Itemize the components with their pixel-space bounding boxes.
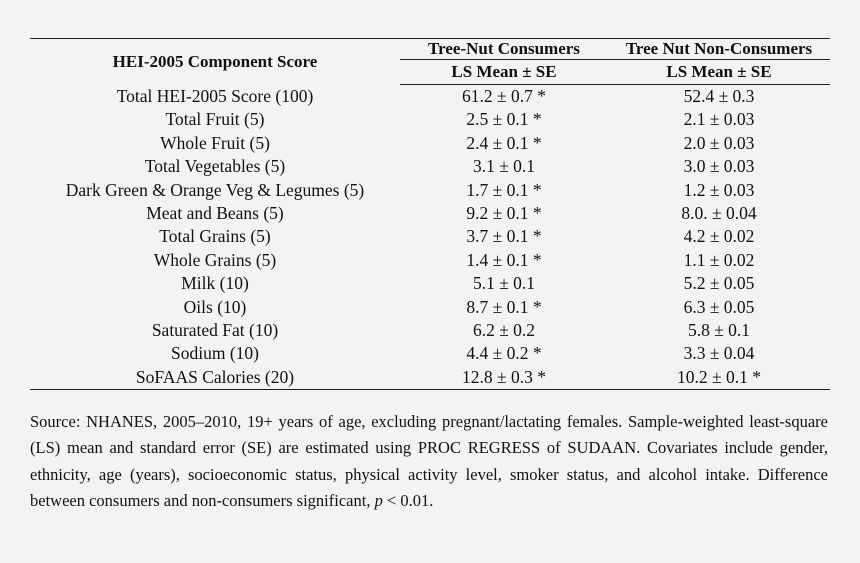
consumers-value: 1.4 ± 0.1 * (466, 249, 542, 270)
consumers-value: 1.7 ± 0.1 * (466, 179, 542, 200)
table-row: Whole Grains (5) 1.4 ± 0.1 * 1.1 ± 0.02 (30, 249, 830, 272)
consumers-value: 8.7 ± 0.1 * (466, 296, 542, 317)
table-row: Dark Green & Orange Veg & Legumes (5) 1.7… (30, 179, 830, 202)
non-consumers-value: 1.1 ± 0.02 (683, 249, 755, 270)
consumers-value: 3.1 ± 0.1 (472, 156, 536, 177)
consumers-value: 2.4 ± 0.1 * (466, 132, 542, 153)
consumers-value: 2.5 ± 0.1 * (466, 109, 542, 130)
table-body: Total HEI-2005 Score (100) 61.2 ± 0.7 * 52… (30, 85, 830, 391)
row-label: Total HEI-2005 Score (100) (116, 85, 314, 106)
column-group-consumers: Tree-Nut Consumers (400, 38, 608, 60)
non-consumers-value: 10.2 ± 0.1 * (608, 365, 830, 391)
non-consumers-value: 8.0. ± 0.04 (681, 203, 757, 224)
non-consumers-value: 5.8 ± 0.1 (687, 320, 751, 341)
column-sub-consumers: LS Mean ± SE (400, 59, 608, 85)
column-group-non-consumers: Tree Nut Non-Consumers (608, 38, 830, 60)
row-label: Total Fruit (5) (165, 109, 265, 130)
consumers-value: 3.7 ± 0.1 * (466, 226, 542, 247)
consumers-value: 5.1 ± 0.1 (472, 273, 536, 294)
non-consumers-value: 6.3 ± 0.05 (683, 296, 755, 317)
row-label: Sodium (10) (171, 343, 259, 364)
table-row: Whole Fruit (5) 2.4 ± 0.1 * 2.0 ± 0.03 (30, 132, 830, 155)
table-row: Oils (10) 8.7 ± 0.1 * 6.3 ± 0.05 (30, 296, 830, 319)
note-text-end: < 0.01. (382, 491, 434, 510)
row-label: Total Vegetables (5) (144, 156, 286, 177)
non-consumers-value: 3.3 ± 0.04 (683, 343, 755, 364)
table-row: Total HEI-2005 Score (100) 61.2 ± 0.7 * 52… (30, 85, 830, 109)
row-label: Saturated Fat (10) (151, 320, 279, 341)
table-header-row: HEI-2005 Component Score Tree-Nut Consum… (30, 38, 830, 85)
table-subheader-row: LS Mean ± SE LS Mean ± SE (30, 59, 830, 85)
table-row: Milk (10) 5.1 ± 0.1 5.2 ± 0.05 (30, 272, 830, 295)
non-consumers-value: 5.2 ± 0.05 (683, 273, 755, 294)
row-label: SoFAAS Calories (20) (30, 365, 400, 391)
table-row: Meat and Beans (5) 9.2 ± 0.1 * 8.0. ± 0.04 (30, 202, 830, 225)
non-consumers-value: 2.1 ± 0.03 (683, 109, 755, 130)
non-consumers-value: 52.4 ± 0.3 (683, 86, 755, 106)
non-consumers-value: 3.0 ± 0.03 (683, 156, 755, 177)
consumers-value: 6.2 ± 0.2 (472, 320, 536, 341)
column-sub-non-consumers: LS Mean ± SE (608, 59, 830, 85)
row-label: Meat and Beans (5) (146, 203, 284, 224)
row-label: Oils (10) (183, 296, 247, 317)
non-consumers-value: 4.2 ± 0.02 (683, 226, 755, 247)
consumers-value: 9.2 ± 0.1 * (466, 203, 542, 224)
consumers-value: 4.4 ± 0.2 * (466, 343, 542, 364)
table-row: Sodium (10) 4.4 ± 0.2 * 3.3 ± 0.04 (30, 342, 830, 365)
consumers-value: 61.2 ± 0.7 * (462, 86, 546, 106)
table-row: Saturated Fat (10) 6.2 ± 0.2 5.8 ± 0.1 (30, 319, 830, 342)
hei-component-table: HEI-2005 Component Score Tree-Nut Consum… (30, 38, 830, 391)
p-symbol: p (374, 491, 383, 510)
row-label: Dark Green & Orange Veg & Legumes (5) (65, 179, 365, 200)
table-row: SoFAAS Calories (20) 12.8 ± 0.3 * 10.2 ± 0… (30, 365, 830, 391)
table-row: Total Vegetables (5) 3.1 ± 0.1 3.0 ± 0.03 (30, 155, 830, 178)
non-consumers-value: 1.2 ± 0.03 (683, 179, 755, 200)
row-label: Milk (10) (181, 273, 249, 294)
note-text: Source: NHANES, 2005–2010, 19+ years of … (30, 411, 828, 511)
non-consumers-value: 2.0 ± 0.03 (683, 132, 755, 153)
row-label: Total Grains (5) (159, 226, 271, 247)
source-note: Source: NHANES, 2005–2010, 19+ years of … (30, 409, 828, 515)
row-header: HEI-2005 Component Score (30, 38, 400, 85)
row-label: Whole Fruit (5) (160, 132, 270, 153)
consumers-value: 12.8 ± 0.3 * (400, 365, 608, 391)
table-row: Total Grains (5) 3.7 ± 0.1 * 4.2 ± 0.02 (30, 225, 830, 248)
table-row: Total Fruit (5) 2.5 ± 0.1 * 2.1 ± 0.03 (30, 108, 830, 131)
row-label: Whole Grains (5) (153, 249, 277, 270)
